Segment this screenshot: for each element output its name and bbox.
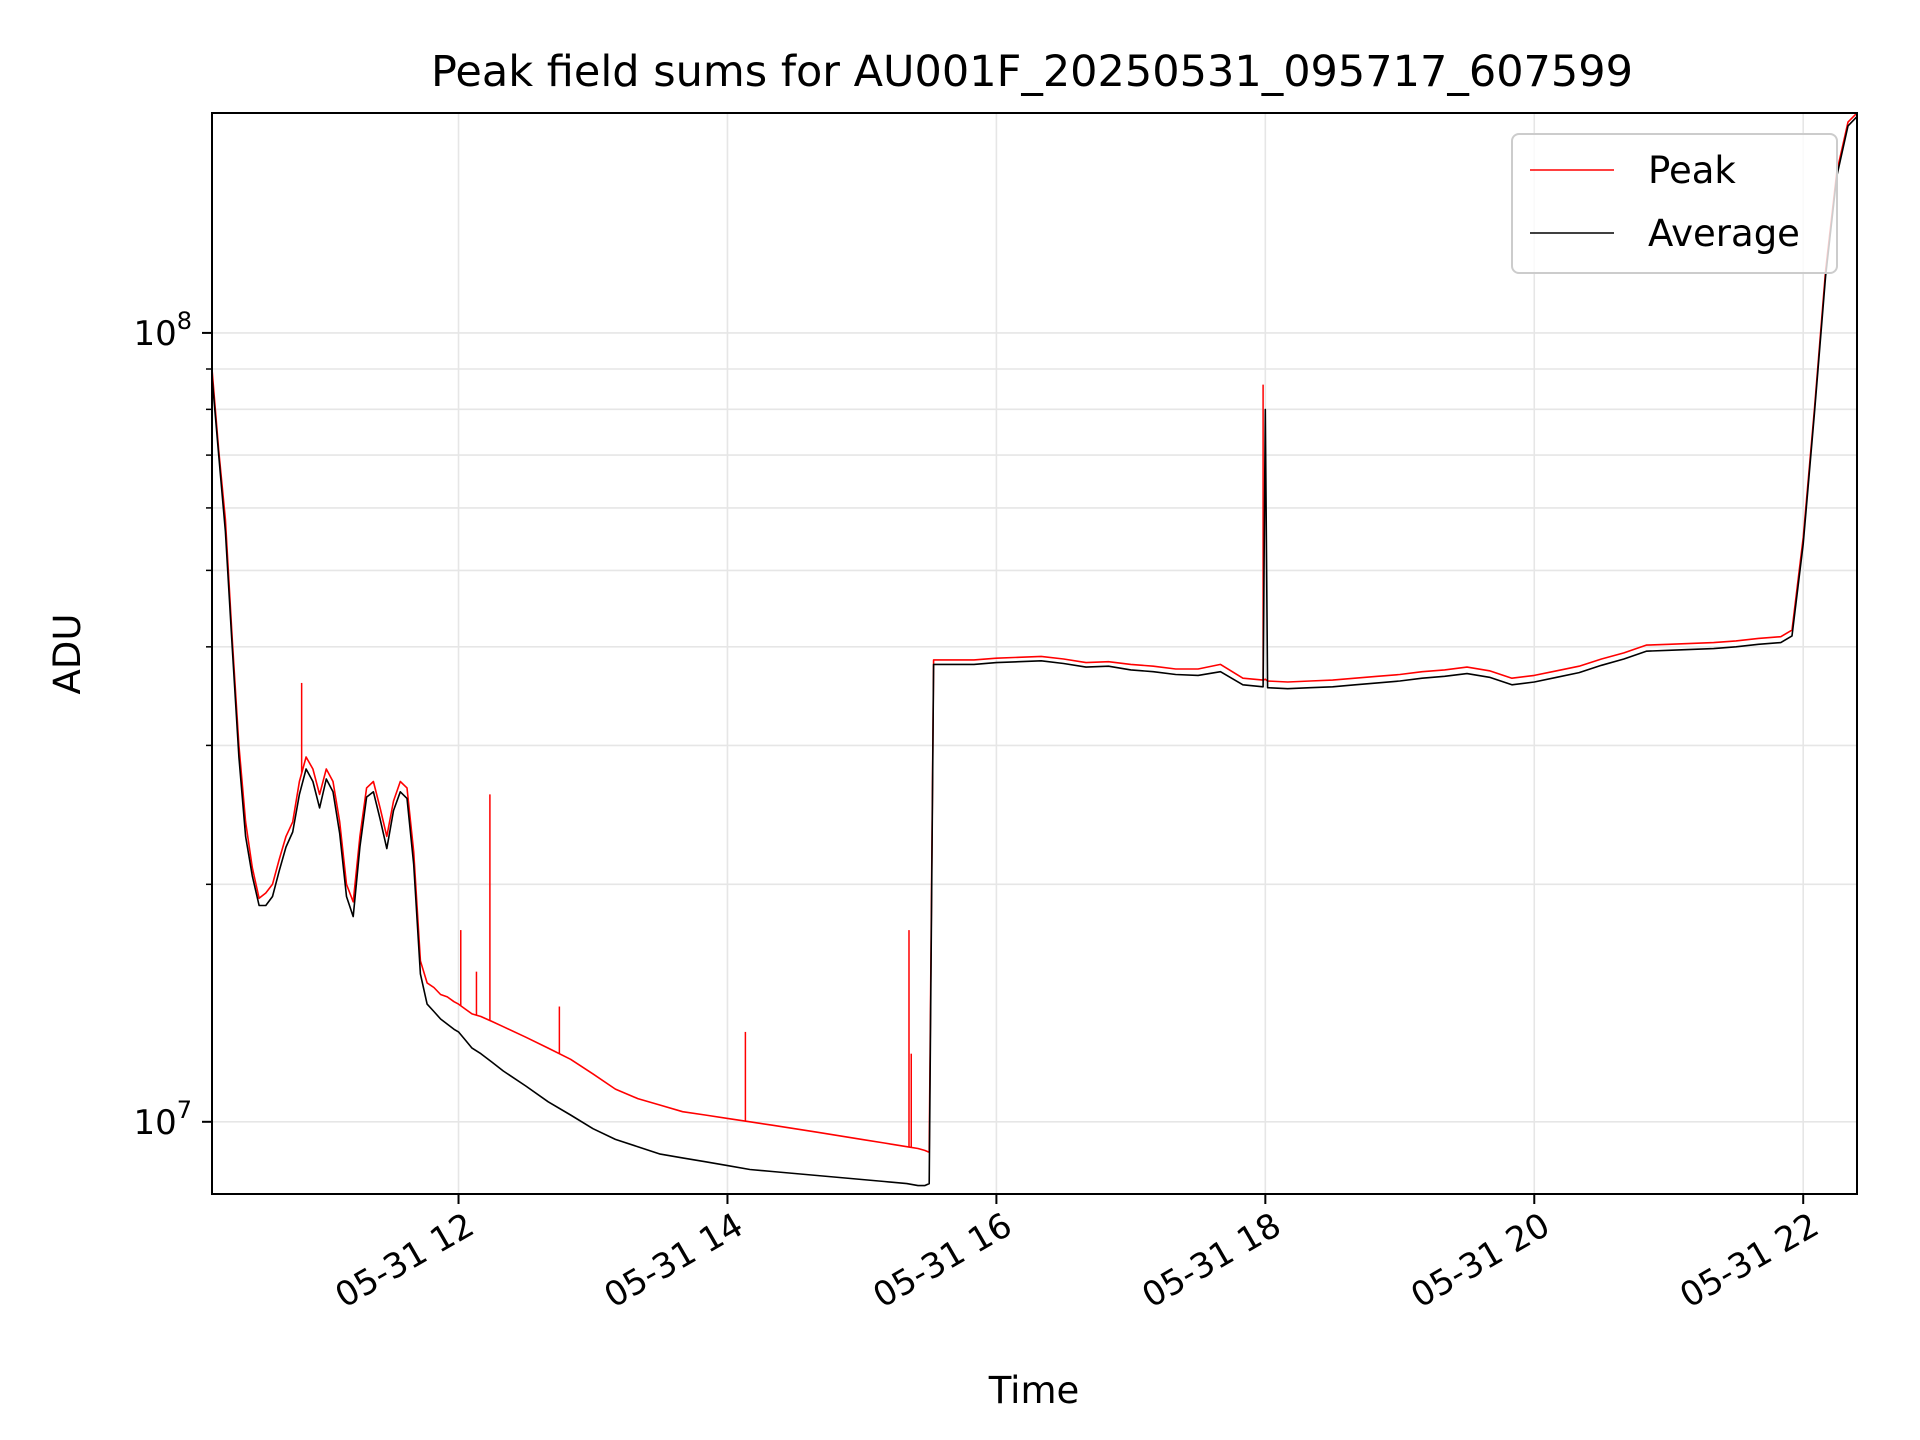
grid — [212, 113, 1857, 1194]
series-line-average — [212, 116, 1857, 1187]
y-axis: 107 108 — [133, 307, 212, 1143]
y-tick-label: 107 — [133, 1096, 192, 1143]
y-axis-label: ADU — [46, 614, 89, 695]
y-tick-label: 108 — [133, 307, 192, 354]
series-line-peak — [212, 113, 1857, 1153]
series-layer — [212, 113, 1857, 1187]
legend-label-average: Average — [1648, 212, 1800, 255]
legend-box — [1511, 133, 1838, 274]
legend-label-peak: Peak — [1648, 149, 1736, 192]
legend: Peak Average — [1511, 133, 1838, 274]
x-axis-label: Time — [988, 1369, 1080, 1412]
plot-frame — [211, 112, 1858, 1195]
chart-title: Peak field sums for AU001F_20250531_0957… — [431, 47, 1633, 97]
